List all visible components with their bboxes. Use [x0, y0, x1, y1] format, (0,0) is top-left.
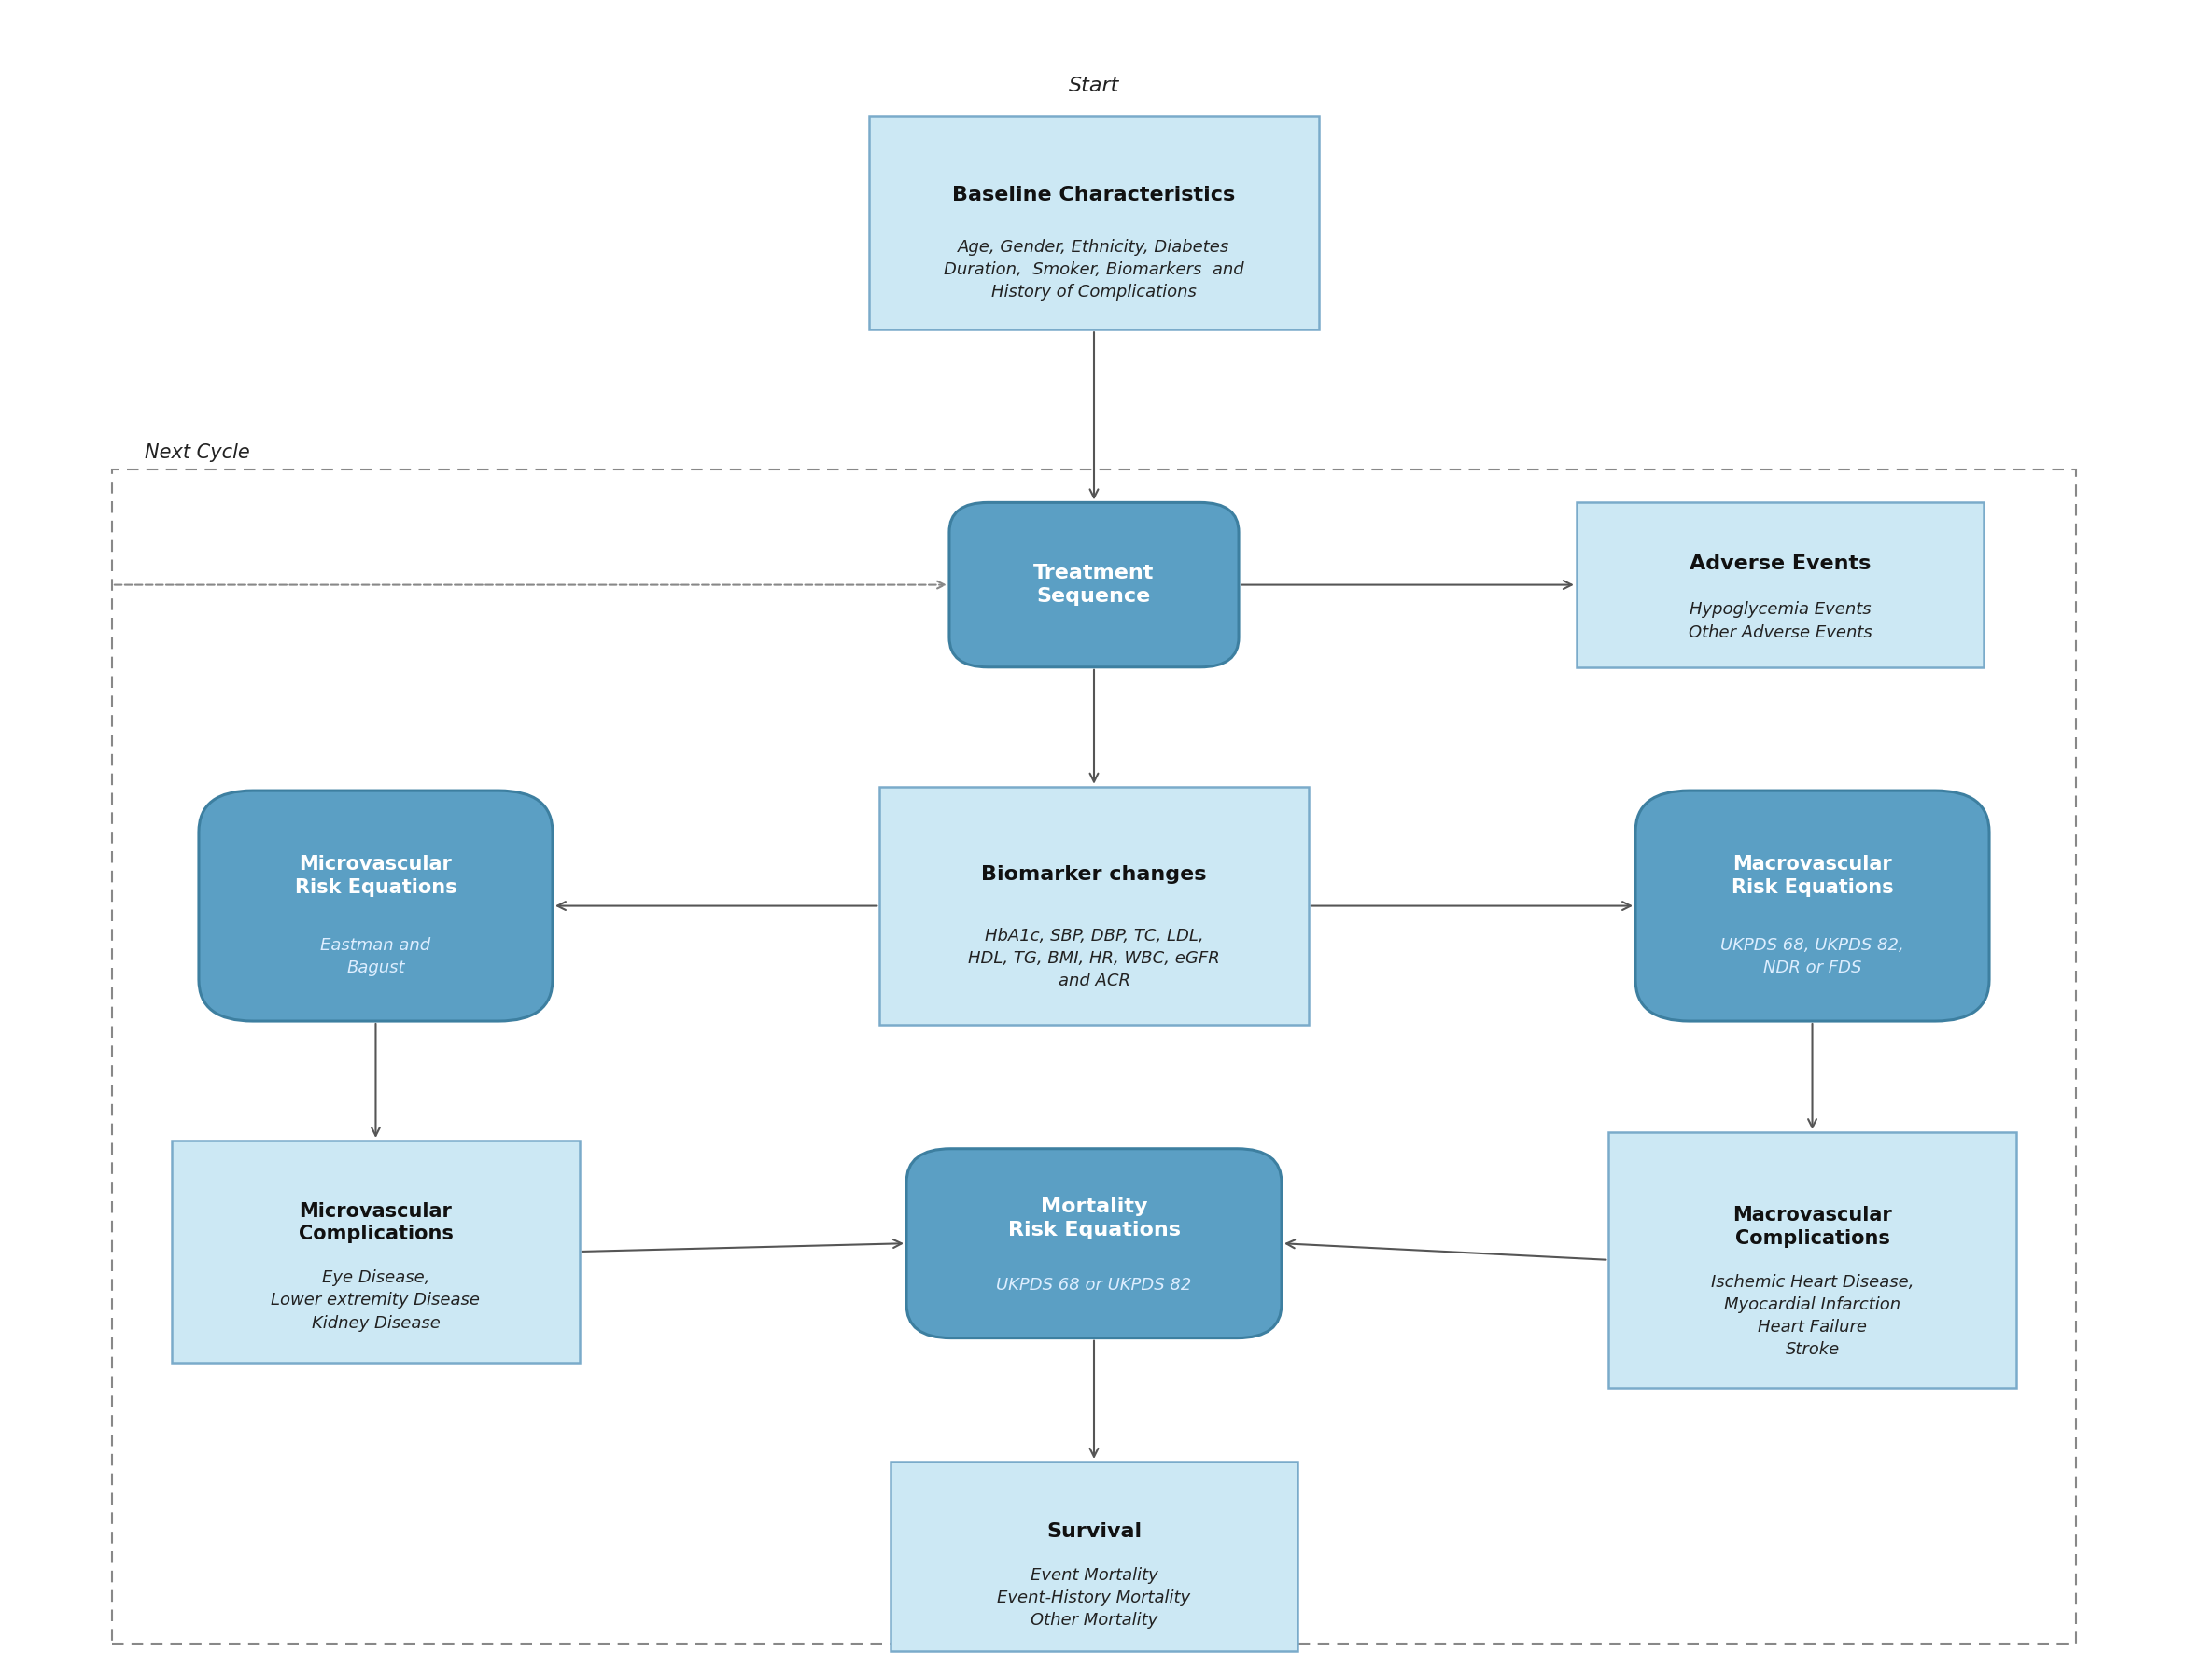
Text: Baseline Characteristics: Baseline Characteristics	[952, 185, 1236, 203]
Text: Eye Disease,
Lower extremity Disease
Kidney Disease: Eye Disease, Lower extremity Disease Kid…	[271, 1270, 479, 1332]
FancyBboxPatch shape	[199, 791, 554, 1021]
FancyBboxPatch shape	[891, 1462, 1297, 1651]
Text: Macrovascular
Complications: Macrovascular Complications	[1733, 1206, 1893, 1248]
Text: Microvascular
Risk Equations: Microvascular Risk Equations	[295, 855, 457, 897]
Text: Next Cycle: Next Cycle	[144, 444, 249, 462]
Text: Macrovascular
Risk Equations: Macrovascular Risk Equations	[1731, 855, 1893, 897]
Text: HbA1c, SBP, DBP, TC, LDL,
HDL, TG, BMI, HR, WBC, eGFR
and ACR: HbA1c, SBP, DBP, TC, LDL, HDL, TG, BMI, …	[967, 927, 1221, 990]
FancyBboxPatch shape	[906, 1149, 1282, 1337]
Text: Survival: Survival	[1046, 1522, 1142, 1541]
FancyBboxPatch shape	[173, 1141, 580, 1362]
FancyBboxPatch shape	[1575, 502, 1985, 667]
Text: UKPDS 68 or UKPDS 82: UKPDS 68 or UKPDS 82	[996, 1277, 1192, 1294]
Text: Ischemic Heart Disease,
Myocardial Infarction
Heart Failure
Stroke: Ischemic Heart Disease, Myocardial Infar…	[1711, 1273, 1914, 1359]
Text: Event Mortality
Event-History Mortality
Other Mortality: Event Mortality Event-History Mortality …	[998, 1567, 1190, 1630]
Text: Start: Start	[1068, 77, 1120, 96]
FancyBboxPatch shape	[1608, 1132, 2015, 1388]
Text: Biomarker changes: Biomarker changes	[980, 865, 1208, 884]
FancyBboxPatch shape	[880, 786, 1308, 1025]
Text: Adverse Events: Adverse Events	[1689, 554, 1871, 573]
Text: Hypoglycemia Events
Other Adverse Events: Hypoglycemia Events Other Adverse Events	[1689, 601, 1873, 640]
FancyBboxPatch shape	[869, 116, 1319, 329]
Text: Mortality
Risk Equations: Mortality Risk Equations	[1009, 1198, 1179, 1240]
Text: Age, Gender, Ethnicity, Diabetes
Duration,  Smoker, Biomarkers  and
History of C: Age, Gender, Ethnicity, Diabetes Duratio…	[943, 239, 1245, 301]
Text: Treatment
Sequence: Treatment Sequence	[1033, 564, 1155, 606]
Bar	[112, 469, 2076, 1643]
Text: UKPDS 68, UKPDS 82,
NDR or FDS: UKPDS 68, UKPDS 82, NDR or FDS	[1720, 937, 1904, 976]
Text: Microvascular
Complications: Microvascular Complications	[298, 1201, 453, 1243]
FancyBboxPatch shape	[1634, 791, 1989, 1021]
FancyBboxPatch shape	[950, 502, 1238, 667]
Text: Eastman and
Bagust: Eastman and Bagust	[322, 937, 431, 976]
